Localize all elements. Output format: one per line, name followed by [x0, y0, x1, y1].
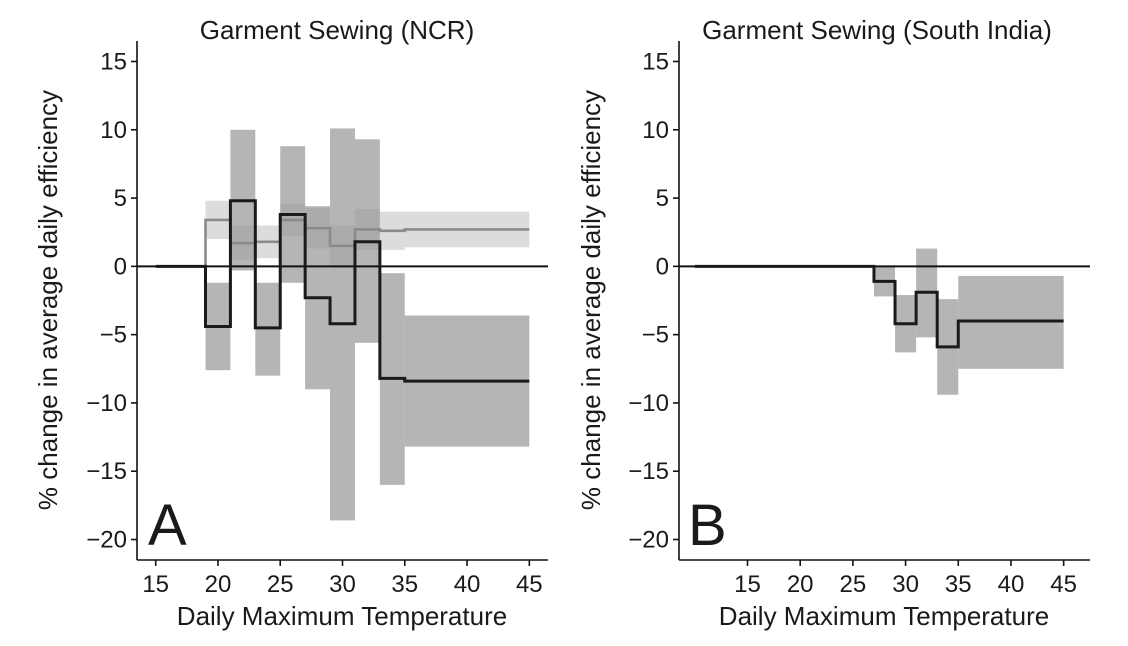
x-tick-label: 30	[892, 571, 919, 598]
panel-a-xlabel: Daily Maximum Temperature	[177, 601, 507, 631]
y-tick-label: −10	[628, 390, 669, 417]
panel-a-letter: A	[148, 493, 187, 558]
x-tick-label: 40	[454, 571, 481, 598]
y-tick-label: 5	[114, 185, 127, 212]
x-tick-label: 40	[998, 571, 1025, 598]
panel-a-ylabel: % change in average daily efficiency	[33, 90, 63, 510]
panel-b-xlabel: Daily Maximum Temperature	[719, 601, 1049, 631]
panel-b-title: Garment Sewing (South India)	[702, 15, 1052, 45]
panel-a-plot: −20 −15 −10 −5 0 5 10 15 15 20 25 30 35 40 45	[86, 41, 548, 598]
x-tick-label: 20	[787, 571, 814, 598]
x-tick-label: 15	[142, 571, 169, 598]
y-tick-label: −15	[628, 458, 669, 485]
panel-b-ylabel: % change in average daily efficiency	[576, 90, 606, 510]
x-tick-label: 35	[945, 571, 972, 598]
panel-a: Garment Sewing (NCR) % change in average…	[33, 15, 548, 631]
x-tick-label: 45	[1050, 571, 1077, 598]
y-tick-label: 15	[642, 48, 669, 75]
y-tick-label: 10	[642, 117, 669, 144]
y-tick-label: −20	[86, 527, 127, 554]
x-tick-label: 20	[205, 571, 232, 598]
x-tick-label: 35	[391, 571, 418, 598]
x-tick-label: 45	[516, 571, 543, 598]
y-tick-label: −10	[86, 390, 127, 417]
panel-a-title: Garment Sewing (NCR)	[200, 15, 475, 45]
y-tick-label: 10	[100, 117, 127, 144]
panel-b-letter: B	[688, 493, 727, 558]
step-line-s1	[155, 199, 530, 383]
panel-b: Garment Sewing (South India) % change in…	[576, 15, 1090, 631]
y-tick-label: 15	[100, 48, 127, 75]
y-tick-label: −5	[642, 322, 669, 349]
step-line-s0	[694, 264, 1064, 349]
y-tick-label: 0	[656, 253, 669, 280]
y-tick-label: −20	[628, 527, 669, 554]
y-tick-label: −15	[86, 458, 127, 485]
y-tick-label: 0	[114, 253, 127, 280]
y-tick-label: −5	[100, 322, 127, 349]
x-tick-label: 25	[267, 571, 294, 598]
x-tick-label: 25	[840, 571, 867, 598]
x-tick-label: 15	[734, 571, 761, 598]
y-tick-label: 5	[656, 185, 669, 212]
x-tick-label: 30	[329, 571, 356, 598]
panel-b-plot: −20 −15 −10 −5 0 5 10 15 15 20 25 30 35 40 45	[628, 41, 1090, 598]
